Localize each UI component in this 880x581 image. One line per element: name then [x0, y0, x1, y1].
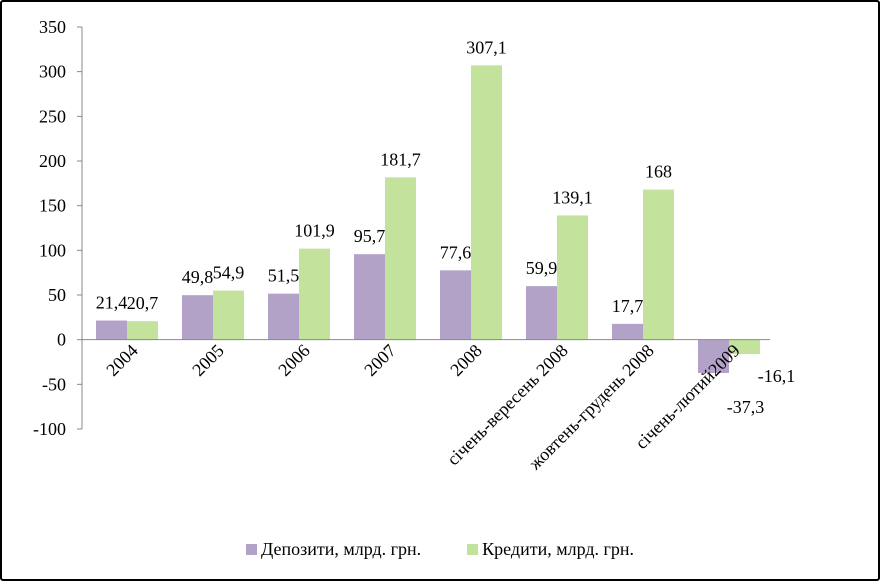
legend: Депозити, млрд. грн. Кредити, млрд. грн.	[2, 539, 878, 560]
data-label-credits: 168	[645, 162, 672, 182]
bar-credits	[471, 65, 502, 340]
data-label-deposits: 51,5	[268, 266, 300, 286]
category-label: 2005	[188, 340, 228, 380]
category-label: 2006	[274, 340, 314, 380]
bar-deposits	[268, 293, 299, 340]
data-label-deposits: 59,9	[526, 258, 558, 278]
category-label: 2004	[102, 340, 142, 380]
bar-deposits	[354, 254, 385, 340]
bar-credits	[127, 321, 158, 340]
data-label-credits: 101,9	[294, 221, 335, 241]
bar-deposits	[182, 295, 213, 340]
bar-deposits	[96, 320, 127, 340]
data-label-credits: 20,7	[127, 293, 159, 313]
legend-swatch-deposits	[245, 544, 257, 555]
data-label-credits: 139,1	[552, 187, 593, 207]
legend-label-credits: Кредити, млрд. грн.	[482, 539, 635, 559]
data-label-deposits: 77,6	[440, 242, 472, 262]
bar-credits	[385, 177, 416, 340]
data-label-deposits: 17,7	[612, 296, 644, 316]
bar-deposits	[440, 270, 471, 340]
y-tick-label: 250	[39, 106, 66, 126]
data-label-credits: 307,1	[466, 37, 507, 57]
data-label-deposits: 21,4	[96, 293, 128, 313]
y-tick-label: 150	[39, 196, 66, 216]
bar-credits	[729, 339, 760, 355]
legend-label-deposits: Депозити, млрд. грн.	[260, 539, 422, 559]
data-label-credits: 181,7	[380, 149, 421, 169]
data-label-credits: 54,9	[213, 263, 245, 283]
legend-swatch-credits	[467, 544, 479, 555]
category-label: 2008	[446, 340, 486, 380]
y-tick-label: 300	[39, 62, 66, 82]
bar-credits	[213, 290, 244, 340]
legend-item-deposits: Депозити, млрд. грн.	[245, 539, 422, 560]
bar-deposits	[526, 286, 557, 340]
bar-credits	[643, 189, 674, 340]
y-tick-label: -50	[42, 374, 66, 394]
y-tick-label: 100	[39, 240, 66, 260]
y-tick-label: -100	[33, 419, 66, 439]
y-tick-label: 200	[39, 151, 66, 171]
bar-credits	[557, 215, 588, 340]
y-tick-label: 350	[39, 17, 66, 37]
data-label-deposits: -37,3	[727, 397, 765, 417]
bar-deposits	[698, 339, 729, 373]
data-label-deposits: 49,8	[182, 267, 214, 287]
bar-deposits	[612, 323, 643, 340]
data-label-credits: -16,1	[758, 366, 796, 386]
category-label: 2007	[360, 340, 400, 380]
y-tick-label: 0	[57, 330, 66, 350]
y-tick-label: 50	[48, 285, 66, 305]
bar-credits	[299, 248, 330, 340]
legend-item-credits: Кредити, млрд. грн.	[467, 539, 634, 560]
data-label-deposits: 95,7	[354, 226, 386, 246]
